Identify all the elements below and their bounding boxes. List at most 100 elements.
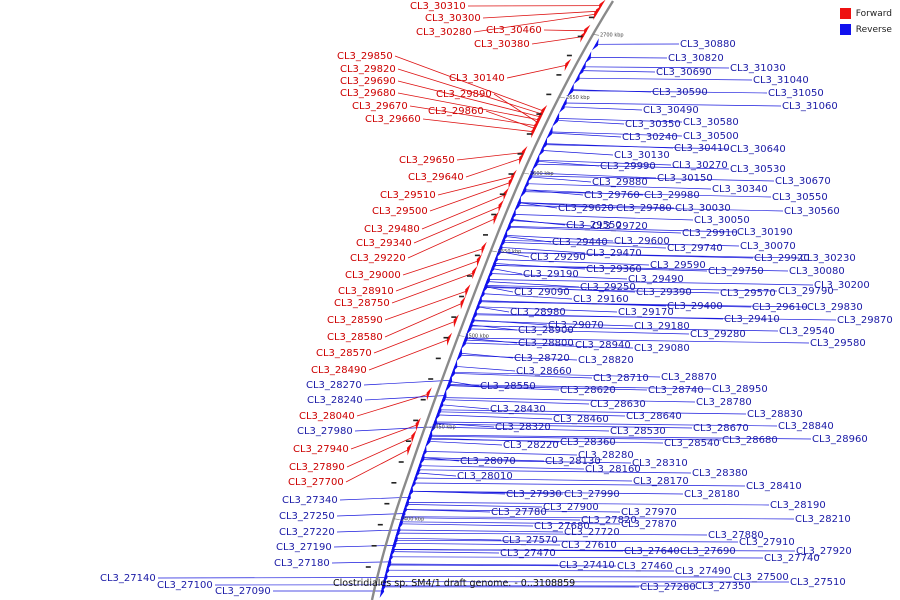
reverse-gene-label: CL3_27680 <box>534 521 590 532</box>
reverse-gene-arrow <box>430 420 436 434</box>
reverse-gene-label: CL3_31060 <box>782 101 838 112</box>
reverse-connector-line <box>469 325 779 332</box>
minor-feature-mark <box>391 482 397 484</box>
reverse-connector-line <box>401 516 795 520</box>
reverse-gene-label: CL3_28530 <box>610 426 666 437</box>
minor-feature-mark <box>483 234 488 236</box>
reverse-gene-label: CL3_28720 <box>514 353 570 364</box>
minor-feature-mark <box>405 440 411 442</box>
forward-connector-line <box>395 260 480 292</box>
reverse-gene-label: CL3_29750 <box>708 266 764 277</box>
reverse-gene-label: CL3_30410 <box>674 143 730 154</box>
reverse-connector-line <box>525 183 712 190</box>
reverse-connector-line <box>389 556 764 559</box>
reverse-gene-label: CL3_30590 <box>652 87 708 98</box>
reverse-gene-label: CL3_27410 <box>559 560 615 571</box>
reverse-gene-label: CL3_28180 <box>684 489 740 500</box>
minor-feature-mark <box>474 254 480 257</box>
reverse-connector-line <box>452 371 661 378</box>
forward-connector-line <box>384 302 464 338</box>
reverse-gene-arrow <box>526 170 532 184</box>
forward-gene-arrow <box>598 0 606 12</box>
reverse-gene-label: CL3_31030 <box>730 63 786 74</box>
minor-feature-mark <box>508 173 514 175</box>
forward-gene-label: CL3_28490 <box>311 365 367 376</box>
reverse-gene-label: CL3_30820 <box>668 53 724 64</box>
forward-connector-line <box>397 80 542 118</box>
reverse-gene-label: CL3_30490 <box>643 105 699 116</box>
reverse-gene-label: CL3_30670 <box>775 176 831 187</box>
forward-gene-label: CL3_29640 <box>408 172 464 183</box>
reverse-gene-arrow <box>577 64 585 77</box>
reverse-connector-line <box>570 90 768 94</box>
reverse-connector-line <box>401 517 581 521</box>
forward-connector-line <box>506 64 568 79</box>
kbp-tick-mark <box>490 250 497 253</box>
forward-gene-label: CL3_29890 <box>436 89 492 100</box>
forward-gene-label: CL3_29480 <box>364 224 420 235</box>
reverse-connector-line <box>507 226 737 233</box>
genome-caption: Clostridiales sp. SM4/1 draft genome. - … <box>333 578 576 589</box>
reverse-gene-label: CL3_28740 <box>648 385 704 396</box>
reverse-gene-label: CL3_27460 <box>617 561 673 572</box>
reverse-gene-label: CL3_30640 <box>730 144 786 155</box>
minor-feature-mark <box>536 113 542 115</box>
reverse-connector-line <box>468 328 690 335</box>
minor-feature-mark <box>526 133 532 135</box>
reverse-connector-line <box>409 490 684 495</box>
reverse-connector-line <box>486 281 580 288</box>
reverse-gene-label: CL3_28680 <box>722 435 778 446</box>
reverse-gene-label: CL3_28620 <box>560 385 616 396</box>
reverse-gene-label: CL3_29620 <box>558 203 614 214</box>
reverse-gene-arrow <box>538 144 544 157</box>
reverse-gene-label: CL3_28870 <box>661 372 717 383</box>
reverse-gene-label: CL3_27100 <box>157 580 213 591</box>
reverse-connector-line <box>517 202 675 209</box>
kbp-tick-label: 2700 kbp <box>600 32 624 38</box>
forward-gene-label: CL3_29650 <box>399 155 455 166</box>
reverse-connector-line <box>416 472 457 477</box>
reverse-connector-line <box>549 132 622 138</box>
forward-gene-arrow <box>519 152 525 165</box>
reverse-gene-label: CL3_28640 <box>626 411 682 422</box>
reverse-connector-line <box>536 159 672 166</box>
reverse-gene-label: CL3_29720 <box>592 221 648 232</box>
reverse-gene-arrow <box>405 490 411 504</box>
kbp-tick-label: 2400 kbp <box>401 517 425 523</box>
forward-gene-arrow <box>593 8 601 20</box>
forward-connector-line <box>345 448 411 483</box>
reverse-gene-label: CL3_31050 <box>768 88 824 99</box>
reverse-connector-line <box>501 241 667 249</box>
reverse-connector-line <box>561 106 643 111</box>
reverse-gene-label: CL3_28430 <box>490 404 546 415</box>
reverse-gene-label: CL3_27470 <box>500 548 556 559</box>
minor-feature-mark <box>428 378 434 380</box>
reverse-connector-line <box>336 513 403 517</box>
forward-connector-line <box>391 272 476 304</box>
reverse-connector-line <box>517 202 558 209</box>
reverse-gene-label: CL3_29540 <box>779 326 835 337</box>
forward-connector-line <box>456 152 525 161</box>
forward-gene-label: CL3_29500 <box>372 206 428 217</box>
reverse-gene-label: CL3_29590 <box>650 260 706 271</box>
forward-gene-arrow <box>535 116 542 130</box>
minor-feature-mark <box>451 316 457 318</box>
forward-connector-line <box>402 247 485 276</box>
forward-gene-arrow <box>493 211 499 225</box>
reverse-gene-label: CL3_30230 <box>800 253 856 264</box>
reverse-connector-line <box>395 537 502 541</box>
reverse-connector-line <box>516 205 784 212</box>
reverse-connector-line <box>442 397 696 403</box>
forward-connector-line <box>465 157 523 178</box>
forward-gene-label: CL3_30380 <box>474 39 530 50</box>
reverse-gene-label: CL3_30350 <box>625 119 681 130</box>
reverse-connector-line <box>534 163 730 170</box>
legend: Forward Reverse <box>839 8 892 40</box>
reverse-gene-label: CL3_29990 <box>600 161 656 172</box>
reverse-gene-label: CL3_30880 <box>680 39 736 50</box>
reverse-gene-label: CL3_27490 <box>675 566 731 577</box>
kbp-tick-mark <box>559 96 566 99</box>
reverse-gene-label: CL3_28460 <box>553 414 609 425</box>
forward-gene-arrow <box>531 125 538 139</box>
